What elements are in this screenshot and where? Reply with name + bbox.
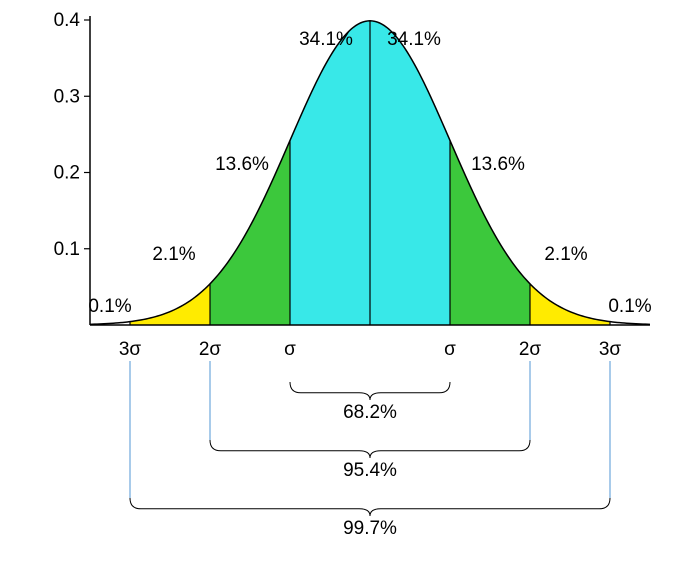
range-percent-label: 95.4%: [343, 460, 397, 481]
region-fill: [290, 21, 370, 325]
sigma-label: 2σ: [199, 339, 222, 360]
region-percent-label: 0.1%: [88, 296, 131, 317]
range-percent-label: 68.2%: [343, 402, 397, 423]
region-percent-label: 2.1%: [544, 244, 587, 265]
range-brace: [210, 440, 530, 458]
sigma-label: 3σ: [119, 339, 142, 360]
sigma-label: σ: [444, 339, 456, 360]
region-percent-label: 13.6%: [471, 154, 525, 175]
region-percent-label: 2.1%: [152, 244, 195, 265]
region-fill: [530, 284, 610, 325]
y-tick-label: 0.2: [54, 163, 80, 184]
region-percent-label: 34.1%: [299, 29, 353, 50]
range-brace: [290, 382, 450, 400]
y-tick-label: 0.3: [54, 86, 80, 107]
sigma-label: σ: [284, 339, 296, 360]
region-percent-label: 34.1%: [387, 29, 441, 50]
region-fill: [130, 284, 210, 325]
range-percent-label: 99.7%: [343, 518, 397, 539]
sigma-label: 2σ: [519, 339, 542, 360]
region-percent-label: 0.1%: [608, 296, 651, 317]
empirical-rule-diagram: 0.1 0.2 0.3 0.4 0.1% 2.1% 13.6% 34.1% 34.1% 13.6%…: [0, 0, 698, 583]
sigma-label: 3σ: [599, 339, 622, 360]
region-percent-label: 13.6%: [215, 154, 269, 175]
region-fill: [370, 21, 450, 325]
y-tick-label: 0.4: [54, 10, 81, 31]
y-tick-label: 0.1: [54, 239, 80, 260]
range-brace: [130, 498, 610, 516]
